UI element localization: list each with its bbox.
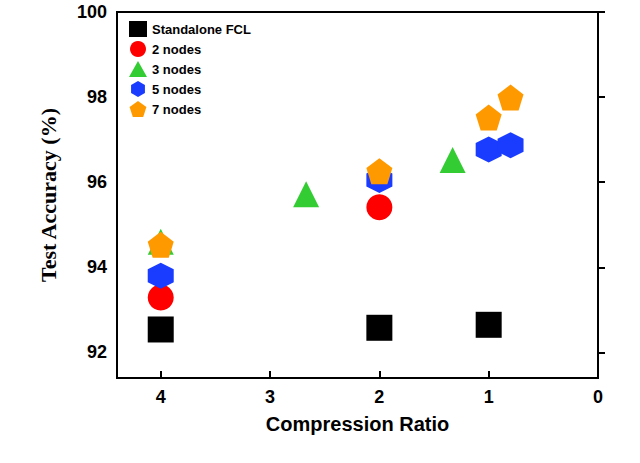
svg-text:92: 92 [87,342,107,362]
svg-text:98: 98 [87,87,107,107]
svg-text:Test Accuracy (%): Test Accuracy (%) [36,108,61,282]
svg-text:Compression Ratio: Compression Ratio [266,413,449,435]
svg-text:1: 1 [484,387,494,407]
svg-text:5 nodes: 5 nodes [152,82,201,97]
svg-text:3: 3 [265,387,275,407]
svg-text:2 nodes: 2 nodes [152,42,201,57]
svg-text:Standalone FCL: Standalone FCL [152,22,251,37]
svg-text:0: 0 [593,387,603,407]
svg-text:100: 100 [77,2,107,22]
svg-text:96: 96 [87,172,107,192]
svg-text:94: 94 [87,257,107,277]
svg-text:2: 2 [374,387,384,407]
svg-text:3 nodes: 3 nodes [152,62,201,77]
svg-text:7 nodes: 7 nodes [152,102,201,117]
svg-text:4: 4 [156,387,166,407]
